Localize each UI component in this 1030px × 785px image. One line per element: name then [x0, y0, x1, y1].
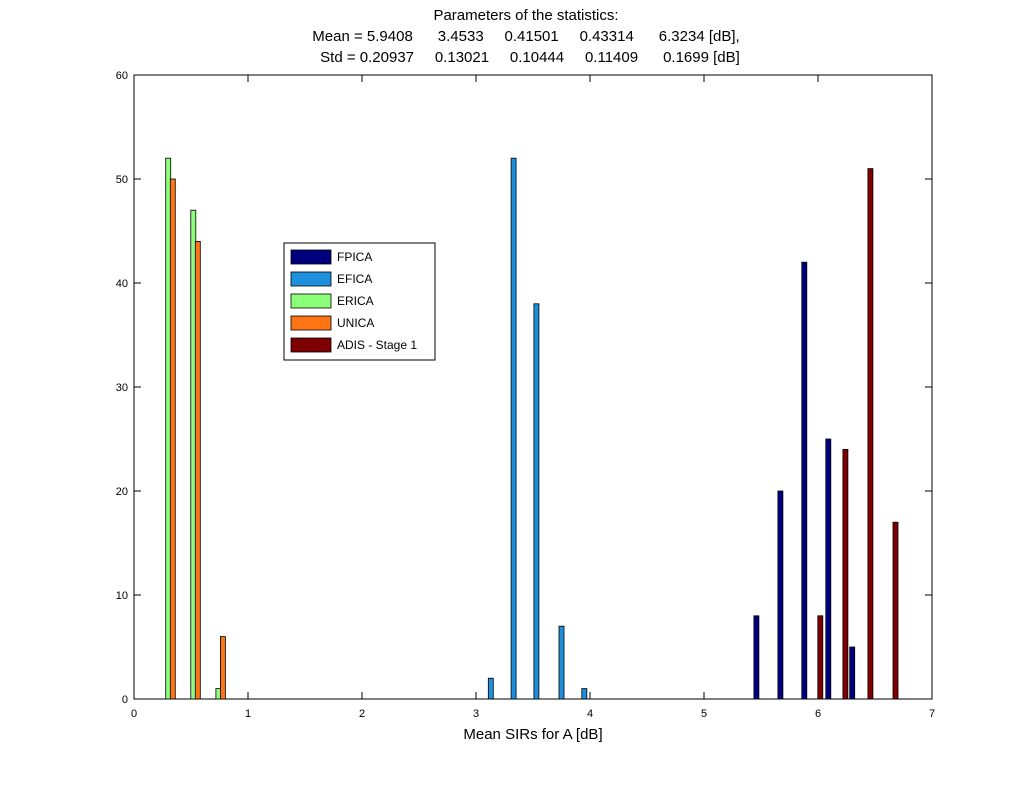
bar-adis-stage-1 — [867, 168, 874, 700]
bar-fpica — [849, 646, 856, 700]
x-tick-label: 6 — [815, 708, 821, 720]
y-tick-label: 0 — [122, 694, 128, 706]
x-tick-label: 5 — [701, 708, 707, 720]
bar-efica — [558, 625, 565, 700]
y-tick-label: 10 — [116, 590, 128, 602]
legend-label: ERICA — [337, 294, 374, 308]
legend-items: FPICA EFICA ERICA UNICA ADIS - Stage 1 — [290, 249, 417, 353]
x-tick-label: 2 — [359, 708, 365, 720]
legend-label: FPICA — [337, 250, 372, 264]
y-tick-label: 60 — [116, 70, 128, 82]
bar-unica — [169, 178, 176, 700]
bar-unica — [219, 636, 226, 700]
legend-label: UNICA — [337, 316, 374, 330]
bar-efica — [487, 677, 494, 700]
y-tick-label: 40 — [116, 278, 128, 290]
legend-swatch — [290, 315, 332, 331]
y-tick-label: 30 — [116, 382, 128, 394]
chart-title-line-1: Parameters of the statistics: — [433, 7, 618, 24]
bar-unica — [194, 240, 201, 700]
legend-label: ADIS - Stage 1 — [337, 338, 417, 352]
x-tick-label: 3 — [473, 708, 479, 720]
bar-fpica — [801, 261, 808, 700]
bars — [165, 157, 899, 700]
bar-adis-stage-1 — [892, 521, 899, 700]
bar-adis-stage-1 — [842, 448, 849, 700]
chart-title-line-3: Std = 0.20937 0.13021 0.10444 0.11409 0.… — [320, 49, 740, 66]
bar-efica — [581, 688, 588, 700]
bar-fpica — [825, 438, 832, 700]
y-tick-label: 50 — [116, 174, 128, 186]
plot-frame — [133, 74, 933, 700]
bar-fpica — [777, 490, 784, 700]
x-tick-label: 7 — [929, 708, 935, 720]
legend-swatch — [290, 271, 332, 287]
legend-swatch — [290, 337, 332, 353]
axis-ticks: 0 1 2 3 4 5 6 7 0 10 20 30 40 50 60 — [116, 70, 935, 720]
bar-efica — [533, 303, 540, 700]
x-tick-label: 1 — [245, 708, 251, 720]
bar-efica — [510, 157, 517, 700]
x-axis-label: Mean SIRs for A [dB] — [463, 726, 602, 743]
legend-swatch — [290, 249, 332, 265]
x-tick-label: 4 — [587, 708, 593, 720]
bar-adis-stage-1 — [817, 615, 824, 700]
legend: FPICA EFICA ERICA UNICA ADIS - Stage 1 — [283, 242, 436, 361]
x-tick-label: 0 — [131, 708, 137, 720]
chart-title-line-2: Mean = 5.9408 3.4533 0.41501 0.43314 6.3… — [312, 28, 739, 45]
legend-swatch — [290, 293, 332, 309]
y-tick-label: 20 — [116, 486, 128, 498]
bar-fpica — [753, 615, 760, 700]
legend-label: EFICA — [337, 272, 372, 286]
